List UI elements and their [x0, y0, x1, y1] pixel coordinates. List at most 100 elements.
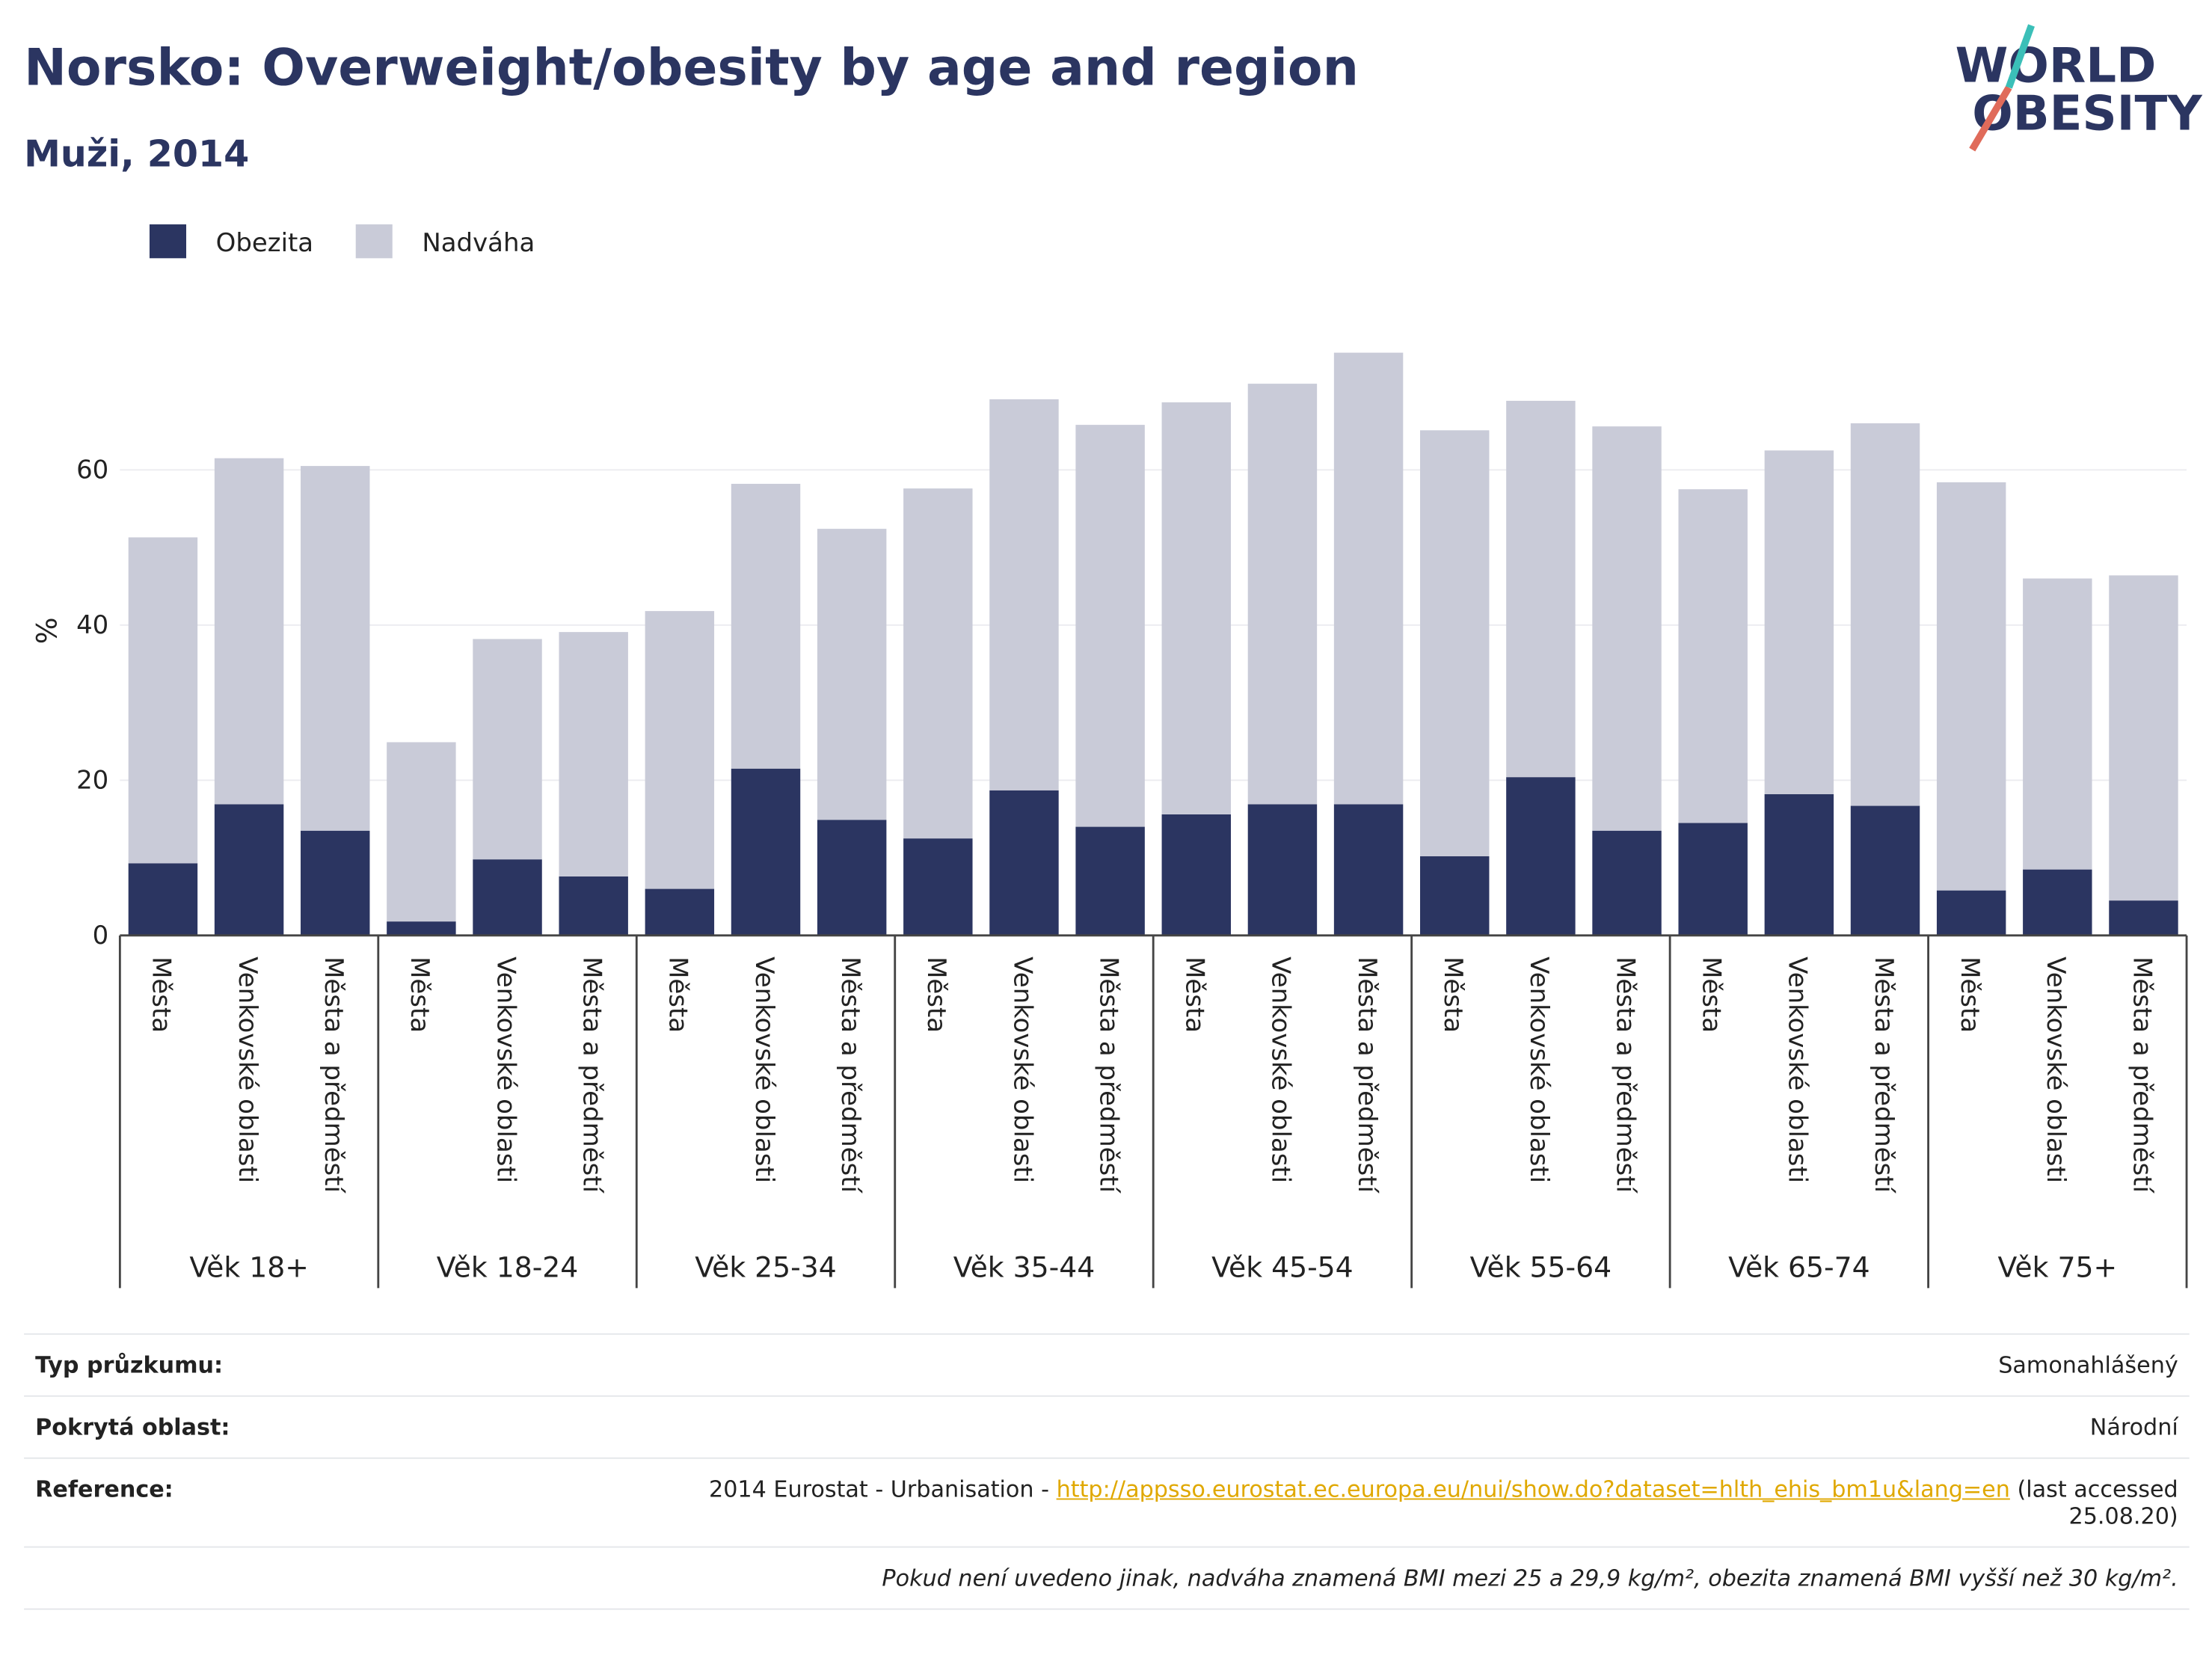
group-label: Věk 18+ — [189, 1250, 309, 1283]
group-label: Věk 75+ — [1998, 1250, 2118, 1283]
bar-segment — [817, 820, 887, 936]
bar-segment — [473, 639, 542, 860]
bar-segment — [1678, 489, 1748, 823]
x-tick-label: Venkovské oblasti — [1524, 957, 1554, 1183]
reference-link[interactable]: http://appsso.eurostat.ec.europa.eu/nui/… — [1056, 1476, 2010, 1503]
x-tick-label: Města a předměstí — [1093, 957, 1123, 1194]
bar-segment — [1936, 890, 2006, 936]
x-tick-label: Venkovské oblasti — [1007, 957, 1037, 1183]
bar-segment — [2109, 900, 2178, 936]
reference-text: 2014 Eurostat - Urbanisation - — [709, 1476, 1057, 1503]
group-label: Věk 55-64 — [1470, 1250, 1612, 1283]
x-tick-label: Města — [1955, 957, 1985, 1033]
bar-segment — [1506, 777, 1576, 936]
bar-segment — [1764, 450, 1834, 794]
bar-segment — [2109, 575, 2178, 901]
row-value: Samonahlášený — [1998, 1351, 2178, 1379]
table-row: Typ průzkumu: Samonahlášený — [24, 1333, 2190, 1395]
group-label: Věk 45-54 — [1211, 1250, 1354, 1283]
bar-segment — [1678, 823, 1748, 936]
logo: WORLD OBESITY — [1956, 24, 2203, 152]
logo-text: WORLD — [1956, 37, 2157, 93]
bar-segment — [903, 838, 973, 936]
bar-segment — [1161, 814, 1231, 936]
bar-segment — [128, 863, 198, 936]
x-tick-label: Města — [405, 957, 434, 1033]
x-tick-label: Města a předměstí — [1869, 957, 1899, 1194]
bar-segment — [559, 876, 628, 936]
x-tick-label: Venkovské oblasti — [1783, 957, 1813, 1183]
bar-segment — [301, 466, 370, 831]
bar-segment — [989, 790, 1059, 936]
legend-swatch — [355, 224, 393, 259]
group-label: Věk 25-34 — [695, 1250, 837, 1283]
bar-segment — [1333, 352, 1404, 805]
group-label: Věk 18-24 — [437, 1250, 579, 1283]
footnote: Pokud není uvedeno jinak, nadváha znamen… — [24, 1546, 2190, 1610]
bar-segment — [1420, 856, 1490, 936]
x-tick-label: Města a předměstí — [319, 957, 348, 1194]
bar-segment — [2023, 869, 2092, 936]
bar-segment — [1075, 425, 1145, 827]
bar-segment — [1764, 793, 1834, 936]
x-tick-label: Města a předměstí — [577, 957, 606, 1194]
reference-note: (last accessed 25.08.20) — [2017, 1476, 2178, 1530]
bar-segment — [214, 804, 284, 936]
x-tick-label: Venkovské oblasti — [2041, 957, 2071, 1183]
x-tick-label: Venkovské oblasti — [491, 957, 520, 1183]
bar-segment — [1850, 423, 1920, 806]
x-tick-label: Města — [1696, 957, 1726, 1033]
legend-label: Obezita — [216, 228, 313, 258]
x-tick-label: Města a předměstí — [1610, 957, 1640, 1194]
y-tick-label: 20 — [76, 766, 108, 796]
row-value: 2014 Eurostat - Urbanisation - http://ap… — [640, 1476, 2178, 1529]
x-tick-label: Města — [1438, 957, 1468, 1033]
bar-segment — [731, 483, 801, 769]
bar-segment — [1333, 804, 1404, 936]
bar-segment — [128, 537, 198, 864]
bar-segment — [1936, 482, 2006, 891]
y-tick-label: 40 — [76, 610, 108, 640]
y-tick-label: 0 — [93, 921, 109, 951]
bar-segment — [559, 632, 628, 876]
bar-segment — [214, 458, 284, 805]
bar-segment — [387, 742, 456, 922]
logo-slash — [1969, 85, 2012, 152]
bar-segment — [1161, 402, 1231, 814]
bar-segment — [903, 488, 973, 839]
bar-segment — [1247, 804, 1318, 936]
bar-segment — [645, 611, 715, 889]
bar-segment — [2023, 578, 2092, 870]
x-tick-label: Města — [921, 957, 951, 1033]
table-row: Pokrytá oblast: Národní — [24, 1395, 2190, 1458]
bar-segment — [1075, 826, 1145, 936]
table: Typ průzkumu: Samonahlášený Pokrytá oblast… — [24, 1333, 2190, 1610]
bar-segment — [1592, 426, 1662, 831]
bar-segment — [387, 921, 456, 936]
bar-segment — [989, 399, 1059, 790]
row-label: Pokrytá oblast: — [35, 1413, 230, 1441]
x-tick-label: Venkovské oblasti — [749, 957, 779, 1183]
legend-swatch — [149, 224, 187, 259]
bar-segment — [817, 529, 887, 820]
x-tick-label: Venkovské oblasti — [233, 957, 262, 1183]
x-tick-label: Města — [147, 957, 176, 1033]
bar-segment — [731, 768, 801, 936]
x-tick-label: Města — [1180, 957, 1210, 1033]
chart-title: Norsko: Overweight/obesity by age and re… — [24, 38, 1359, 97]
bar-segment — [1850, 805, 1920, 936]
row-label: Reference: — [35, 1476, 173, 1503]
logo-slash — [2005, 24, 2035, 89]
x-tick-label: Města a předměstí — [2127, 957, 2157, 1194]
footnote-text: Pokud není uvedeno jinak, nadváha znamen… — [882, 1565, 2178, 1592]
x-tick-label: Města a předměstí — [835, 957, 865, 1194]
bar-segment — [1247, 384, 1318, 805]
table-row: Reference: 2014 Eurostat - Urbanisation -… — [24, 1457, 2190, 1547]
group-label: Věk 35-44 — [953, 1250, 1096, 1283]
bar-segment — [301, 830, 370, 936]
row-label: Typ průzkumu: — [35, 1351, 224, 1379]
bar-segment — [1592, 830, 1662, 936]
x-tick-label: Města — [663, 957, 693, 1033]
x-tick-label: Města a předměstí — [1352, 957, 1382, 1194]
